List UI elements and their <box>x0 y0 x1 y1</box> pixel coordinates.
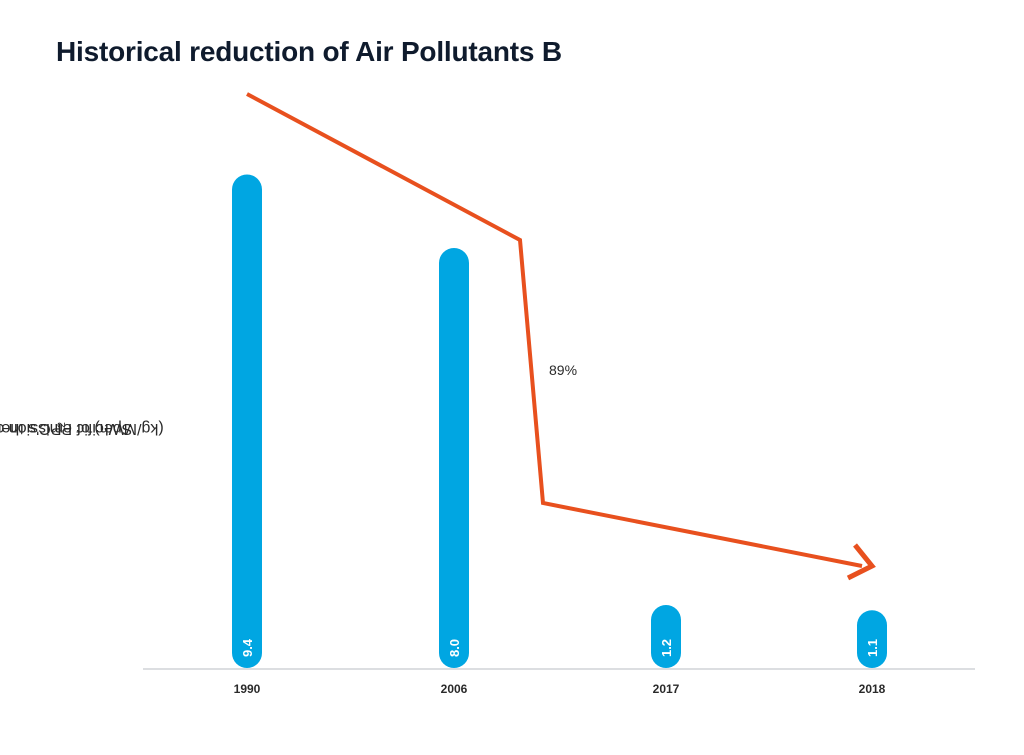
x-tick-label-1990: 1990 <box>234 682 261 696</box>
bar-value-label-1990: 9.4 <box>240 638 255 657</box>
bar-value-label-2006: 8.0 <box>447 639 462 657</box>
chart-title: Historical reduction of Air Pollutants B <box>56 36 562 67</box>
bar-2006 <box>439 248 469 668</box>
x-tick-label-2018: 2018 <box>859 682 886 696</box>
x-tick-label-2006: 2006 <box>441 682 468 696</box>
bar-2017 <box>651 605 681 668</box>
bar-2018 <box>857 610 887 668</box>
reduction-trend-arrow <box>246 92 863 568</box>
bar-value-label-2017: 1.2 <box>659 639 674 657</box>
bar-value-label-2018: 1.1 <box>865 639 880 657</box>
reduction-percentage-annotation: 89% <box>549 362 577 378</box>
arrowhead-icon <box>846 543 876 581</box>
x-tick-label-2017: 2017 <box>653 682 680 696</box>
bar-1990 <box>232 174 262 668</box>
